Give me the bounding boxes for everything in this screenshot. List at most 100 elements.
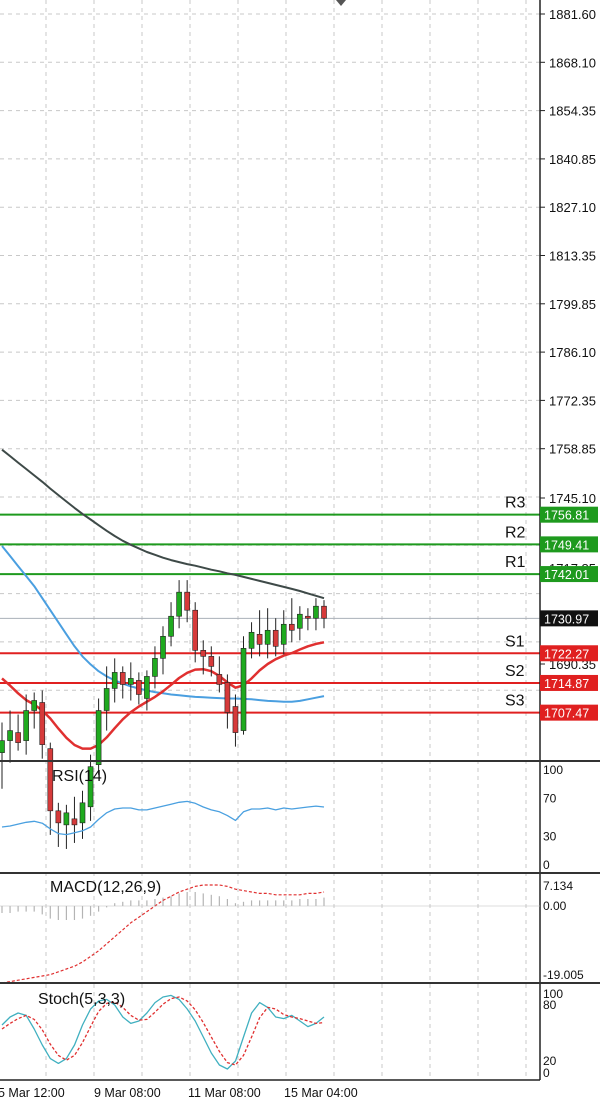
candle-body-down [232,706,239,733]
macd-scale-label: 7.134 [543,879,573,893]
macd-scale-label: -19.005 [543,968,584,982]
candle-body-down [136,680,142,695]
candle [7,710,13,763]
candle-body-down [15,732,21,743]
candle [264,608,271,659]
candle [200,640,207,675]
candle-body-down [305,615,311,619]
candle-body-up [280,623,287,645]
panel-separator [0,872,600,874]
candle-body-up [297,613,303,629]
scroll-marker-icon [336,0,346,6]
macd-title: MACD(12,26,9) [50,879,161,896]
stoch-scale-label: 0 [543,1066,550,1080]
candle [240,636,247,735]
stoch-title: Stoch(5,3,3) [38,991,125,1008]
moving-averages [1,448,325,750]
candle-body-up [103,688,110,711]
level-tag-s2 [540,674,598,691]
level-tag-s1 [540,645,598,662]
grid [0,0,540,1080]
level-label-r2: R2 [505,524,526,541]
candle [168,602,174,647]
candle [31,692,38,729]
candle-body-down [71,818,78,826]
candle [224,674,231,729]
level-tag-label: 1707.47 [544,707,589,721]
candle-body-up [63,812,70,826]
candle [321,600,327,629]
candle-body-down [256,633,263,645]
candle [176,580,182,629]
time-label: 11 Mar 08:00 [188,1086,261,1100]
rsi-scale-label: 30 [543,830,557,844]
candle-body-down [55,810,62,824]
candle-body-up [79,802,86,824]
candle [144,670,150,711]
rsi-scale-label: 0 [543,858,550,872]
candle [192,602,198,663]
price-tick-label: 1854.35 [549,104,596,119]
rsi-title: RSI(14) [52,768,107,785]
candle [313,598,319,631]
panel-separator [0,760,600,762]
candle [39,690,46,759]
ma-mid-line [1,545,325,703]
macd-scale-label: 0.00 [543,899,567,913]
candle [55,802,62,847]
candle-body-down [184,591,190,611]
candle-body-up [128,678,134,685]
macd-signal-line [1,884,325,984]
candle-body-up [264,629,271,645]
candle [63,804,70,849]
price-tick-label: 1868.10 [549,55,596,70]
level-tag-r1 [540,566,598,583]
stoch-scale-label: 100 [543,987,563,1001]
candle [23,694,29,755]
current-price-tag [540,610,598,627]
time-label: 15 Mar 04:00 [284,1086,358,1100]
stoch-main-line [1,994,325,1070]
candle-body-down [224,682,231,713]
level-label-r3: R3 [505,495,526,512]
candle-body-up [7,730,13,741]
rsi-scale-label: 70 [543,792,557,806]
candle [128,662,134,701]
candle [95,698,102,775]
candle-body-up [176,591,182,617]
price-scale: 1881.60 1868.10 1854.35 1840.85 1827.10 1813.… [540,7,598,1080]
candle-body-up [144,676,150,699]
candle-body-down [39,702,46,745]
level-tag-label: 1714.87 [544,677,589,691]
candle-body-up [313,605,319,619]
time-axis: 5 Mar 12:00 9 Mar 08:00 11 Mar 08:00 15 Mar… [0,1086,358,1100]
level-label-s2: S2 [505,663,525,680]
level-tag-label: 1742.01 [544,568,589,582]
candle-body-up [111,672,118,689]
candle-body-down [119,672,126,685]
candlesticks [0,580,327,849]
candle [87,754,94,821]
candle [297,606,303,641]
candle [208,646,215,677]
price-tick-label: 1786.10 [549,345,596,360]
candle [288,598,295,643]
stoch-signal-line [1,996,325,1066]
level-tag-label: 1722.27 [544,647,589,661]
candle-body-down [288,623,295,631]
candle [47,742,54,835]
level-tag-r2 [540,536,598,553]
panel-separator [0,982,600,984]
candle-body-up [95,710,102,765]
level-label-r1: R1 [505,554,526,571]
candle-body-up [240,648,247,731]
candle [248,622,255,659]
candle-body-down [47,748,54,812]
candle [15,714,21,751]
level-tag-label: 1756.81 [544,509,589,523]
candle-body-up [160,635,166,659]
price-tick-label: 1758.85 [549,442,596,457]
level-label-s3: S3 [505,693,525,710]
